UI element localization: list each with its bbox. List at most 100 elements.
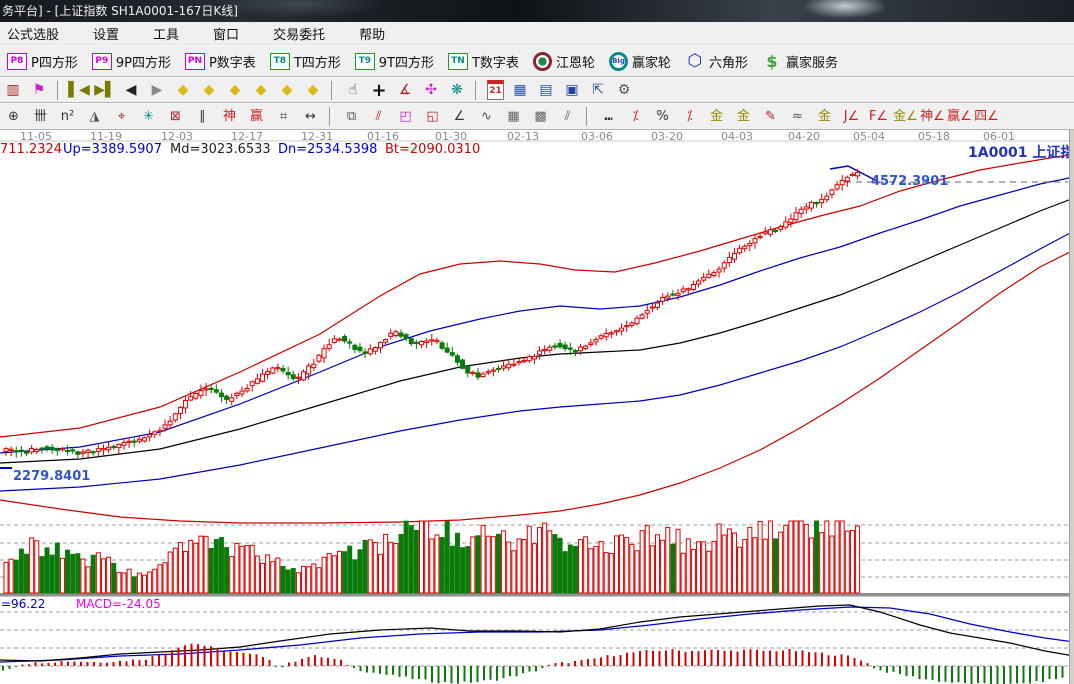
width-measure-icon[interactable]: ↔: [300, 107, 321, 126]
chart-tool-icon[interactable]: ▥: [3, 81, 23, 100]
grid2-icon[interactable]: ▩: [530, 107, 551, 126]
gold-line-icon[interactable]: 金: [733, 107, 754, 126]
prev-icon[interactable]: ◀: [121, 81, 141, 100]
pan-left-diamond-icon[interactable]: ◆: [173, 81, 193, 100]
fan-box2-icon[interactable]: ◱: [422, 107, 443, 126]
flag-tool-icon[interactable]: ⚑: [29, 81, 49, 100]
grid1-icon[interactable]: ▦: [503, 107, 524, 126]
chart-area[interactable]: 11-05 11-19 12-03 12-17 12-31 01-16 01-30 02-13…: [0, 130, 1074, 684]
t-square-button[interactable]: T8 T四方形: [269, 52, 341, 71]
next-icon[interactable]: ▶: [147, 81, 167, 100]
crosshair-icon[interactable]: +: [369, 81, 389, 100]
ying-slash-icon-glyph: 赢∠: [947, 109, 972, 124]
winner-wheel-button[interactable]: Big 赢家轮: [608, 51, 671, 71]
winner-service-button-label: 赢家服务: [785, 55, 838, 71]
hexagon-button[interactable]: ⬡ 六角形: [685, 51, 748, 71]
si-slash-icon[interactable]: 四∠: [974, 107, 999, 126]
winner-service-button[interactable]: $ 赢家服务: [762, 52, 838, 71]
date-tick-11-19: 11-19: [90, 130, 122, 143]
hatch-icon[interactable]: ⫽: [557, 107, 578, 126]
n-squared-icon[interactable]: n²: [57, 107, 78, 126]
knot-tool-icon[interactable]: ❋: [447, 81, 467, 100]
gold-line-icon-glyph: 金: [736, 109, 750, 124]
notebook-icon[interactable]: ▤: [536, 81, 556, 100]
list-bars-icon-glyph: ⑉: [604, 109, 613, 124]
date-tick-04-03: 04-03: [721, 130, 753, 143]
list-bars-icon[interactable]: ⑉: [598, 107, 619, 126]
t-number-table-button[interactable]: TN T数字表: [447, 52, 519, 71]
gold-box-icon[interactable]: 金: [814, 107, 835, 126]
percent-wave-icon[interactable]: ⁒: [625, 107, 646, 126]
red-percent-line-icon[interactable]: ⁒: [679, 107, 700, 126]
kline-mark-icon[interactable]: ∥: [192, 107, 213, 126]
menu-window[interactable]: 窗口: [199, 22, 253, 44]
p-number-table-button[interactable]: PN P数字表: [184, 52, 256, 71]
menu-tools[interactable]: 工具: [139, 22, 193, 44]
red-fan-icon[interactable]: ⫽: [368, 107, 389, 126]
menu-formula-stock-pick[interactable]: 公式选股: [3, 22, 73, 44]
angle-tool-icon[interactable]: ∡: [395, 81, 415, 100]
kline-canvas[interactable]: [0, 130, 1074, 684]
export-icon[interactable]: ⇱: [588, 81, 608, 100]
date-tick-06-01: 06-01: [983, 130, 1015, 143]
skip-last-icon[interactable]: ▶▌: [94, 81, 116, 100]
j-line-icon-glyph: J∠: [843, 109, 860, 124]
ying-bars-icon[interactable]: 赢: [246, 107, 267, 126]
macd-dif-value: =96.22: [1, 597, 46, 611]
fan-box-icon[interactable]: ◰: [395, 107, 416, 126]
ying-slash-icon[interactable]: 赢∠: [947, 107, 972, 126]
v-expand-diamond-icon[interactable]: ◆: [251, 81, 271, 100]
menu-settings[interactable]: 设置: [79, 22, 133, 44]
symbol-label: 1A0001 上证指数: [968, 145, 1074, 161]
device-icon[interactable]: ⚙: [614, 81, 634, 100]
percent-icon[interactable]: %: [652, 107, 673, 126]
zoom-in-diamond-icon[interactable]: ◆: [303, 81, 323, 100]
skip-first-icon-glyph: ▌◀: [68, 81, 90, 98]
shen-slash-icon[interactable]: 神∠: [920, 107, 945, 126]
pan-right-diamond-icon[interactable]: ◆: [199, 81, 219, 100]
comb-ruler-icon[interactable]: 卌: [30, 107, 51, 126]
star-grid-icon[interactable]: ✳: [138, 107, 159, 126]
title-bar[interactable]: 务平台] - [上证指数 SH1A0001-167日K线]: [0, 0, 1074, 23]
compass-icon[interactable]: ⌖: [111, 107, 132, 126]
info-bt-value: Bt=2090.0310: [385, 142, 481, 157]
box-grid-icon[interactable]: ⊠: [165, 107, 186, 126]
star-grid-icon-glyph: ✳: [143, 109, 154, 124]
t-number-table-button-glyph: TN: [447, 52, 468, 70]
gold-circle-icon[interactable]: 金: [706, 107, 727, 126]
menu-help[interactable]: 帮助: [345, 22, 399, 44]
ruler-123-icon[interactable]: ⌗: [273, 107, 294, 126]
calculator-icon-glyph: ▦: [513, 81, 527, 98]
toolbar-separator: [57, 80, 61, 100]
ninet-square-button[interactable]: T9 9T四方形: [354, 52, 434, 71]
gann-circle-icon[interactable]: ⊕: [3, 107, 24, 126]
date-tick-12-17: 12-17: [231, 130, 263, 143]
wave-box-icon[interactable]: ≈: [787, 107, 808, 126]
calendar-icon[interactable]: 21: [487, 80, 504, 100]
ninep-square-button[interactable]: P9 9P四方形: [91, 52, 171, 71]
gann-wheel-button[interactable]: 江恩轮: [532, 51, 595, 71]
info-up-value: Up=3389.5907: [63, 142, 162, 157]
wave-icon[interactable]: ∿: [476, 107, 497, 126]
gann-tool-icon[interactable]: ✣: [421, 81, 441, 100]
skip-first-icon[interactable]: ▌◀: [68, 81, 90, 100]
date-tick-11-05: 11-05: [20, 130, 52, 143]
brush-k-icon[interactable]: ✎: [760, 107, 781, 126]
f-line-icon[interactable]: F∠: [868, 107, 889, 126]
toolbar-separator: [329, 107, 333, 126]
save-icon[interactable]: ▣: [562, 81, 582, 100]
h-expand-diamond-icon[interactable]: ◆: [225, 81, 245, 100]
menu-trade-order[interactable]: 交易委托: [259, 22, 339, 44]
gold-slash-icon[interactable]: 金∠: [893, 107, 918, 126]
pencil-lines-icon[interactable]: ∠: [449, 107, 470, 126]
hand-icon[interactable]: ☝: [343, 81, 363, 100]
zoom-out-diamond-icon[interactable]: ◆: [277, 81, 297, 100]
chart-tool-icon-glyph: ▥: [6, 81, 20, 98]
grid-plus-icon[interactable]: ⧉: [341, 107, 362, 126]
calculator-icon[interactable]: ▦: [510, 81, 530, 100]
angle-set-icon[interactable]: ◮: [84, 107, 105, 126]
j-line-icon[interactable]: J∠: [841, 107, 862, 126]
menu-tools-label: 工具: [153, 27, 180, 43]
p-square-button[interactable]: P8 P四方形: [7, 52, 78, 71]
shen-bars-icon[interactable]: 神: [219, 107, 240, 126]
